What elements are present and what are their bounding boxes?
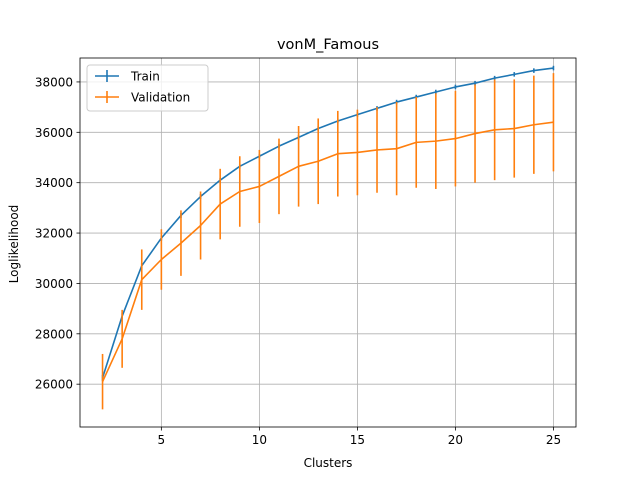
y-tick-label: 30000	[35, 277, 73, 291]
x-axis-title: Clusters	[304, 456, 353, 470]
axis-ticks: 5 10 15 20 25 26000 28000 30000 32000 34000 36000 3…	[35, 75, 561, 447]
x-tick-label: 25	[546, 433, 561, 447]
series-validation	[101, 73, 555, 410]
x-tick-label: 20	[448, 433, 463, 447]
legend: Train Validation	[86, 64, 209, 112]
legend-label: Validation	[131, 91, 190, 105]
y-tick-label: 36000	[35, 126, 73, 140]
y-tick-label: 32000	[35, 227, 73, 241]
plot-frame	[79, 57, 577, 428]
x-tick-label: 5	[158, 433, 166, 447]
legend-label: Train	[130, 70, 160, 84]
x-tick-label: 10	[252, 433, 267, 447]
y-tick-label: 34000	[35, 176, 73, 190]
y-tick-label: 26000	[35, 378, 73, 392]
y-tick-label: 28000	[35, 327, 73, 341]
y-tick-label: 38000	[35, 75, 73, 89]
series-line-validation	[101, 121, 554, 382]
legend-item-train: Train	[95, 70, 160, 84]
legend-item-validation: Validation	[95, 91, 190, 105]
x-tick-label: 15	[350, 433, 365, 447]
chart-title: vonM_Famous	[277, 37, 379, 53]
y-axis-title: Loglikelihood	[7, 205, 21, 284]
series-line-train	[101, 67, 554, 379]
series-layer	[101, 65, 555, 410]
